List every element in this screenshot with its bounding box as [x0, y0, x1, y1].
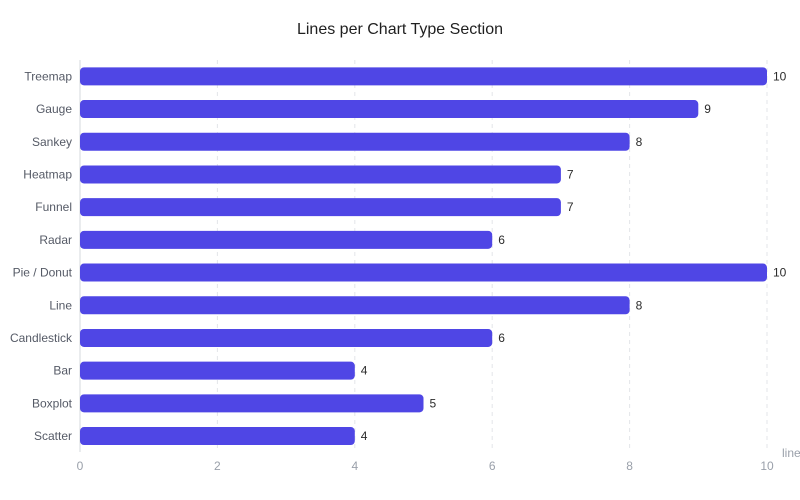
- x-tick-label: 0: [77, 459, 84, 473]
- data-label: 6: [498, 331, 505, 345]
- bar: [80, 296, 630, 315]
- x-tick-label: 8: [626, 459, 633, 473]
- category-label: Bar: [53, 364, 72, 378]
- x-tick-label: 10: [760, 459, 774, 473]
- data-label: 7: [567, 167, 574, 181]
- data-label: 5: [430, 396, 437, 410]
- chart-title: Lines per Chart Type Section: [297, 21, 503, 38]
- bar: [80, 328, 493, 347]
- bar: [80, 100, 699, 119]
- data-label: 4: [361, 364, 368, 378]
- category-label: Heatmap: [23, 167, 72, 181]
- category-label: Funnel: [35, 200, 72, 214]
- bars: [80, 67, 767, 446]
- data-label: 6: [498, 233, 505, 247]
- category-label: Candlestick: [10, 331, 73, 345]
- category-label: Scatter: [34, 429, 72, 443]
- x-axis-unit-label: line: [782, 446, 800, 460]
- category-labels: Treemap Gauge Sankey Heatmap Funnel Radar Pie …: [10, 69, 73, 443]
- bar: [80, 198, 561, 217]
- category-label: Line: [49, 298, 72, 312]
- data-label: 8: [636, 135, 643, 149]
- bar: [80, 230, 493, 249]
- data-label: 10: [773, 266, 787, 280]
- category-label: Gauge: [36, 102, 72, 116]
- bar: [80, 361, 355, 380]
- bar: [80, 394, 424, 413]
- data-label: 10: [773, 69, 787, 83]
- data-label: 9: [704, 102, 711, 116]
- x-axis-ticks: 0 2 4 6 8 10: [77, 459, 774, 473]
- bar: [80, 263, 767, 282]
- x-tick-label: 4: [351, 459, 358, 473]
- data-label: 7: [567, 200, 574, 214]
- value-labels: 10 9 8 7 7 6 10 8 6 4 5 4: [361, 69, 787, 443]
- category-label: Boxplot: [32, 396, 73, 410]
- category-label: Treemap: [24, 69, 72, 83]
- data-label: 4: [361, 429, 368, 443]
- data-label: 8: [636, 298, 643, 312]
- bar: [80, 427, 355, 446]
- category-label: Pie / Donut: [13, 266, 73, 280]
- grid-lines: [79, 60, 768, 452]
- category-label: Sankey: [32, 135, 72, 149]
- category-label: Radar: [39, 233, 72, 247]
- bar: [80, 165, 561, 184]
- x-tick-label: 6: [489, 459, 496, 473]
- x-tick-label: 2: [214, 459, 221, 473]
- bar: [80, 67, 767, 86]
- bar: [80, 132, 630, 151]
